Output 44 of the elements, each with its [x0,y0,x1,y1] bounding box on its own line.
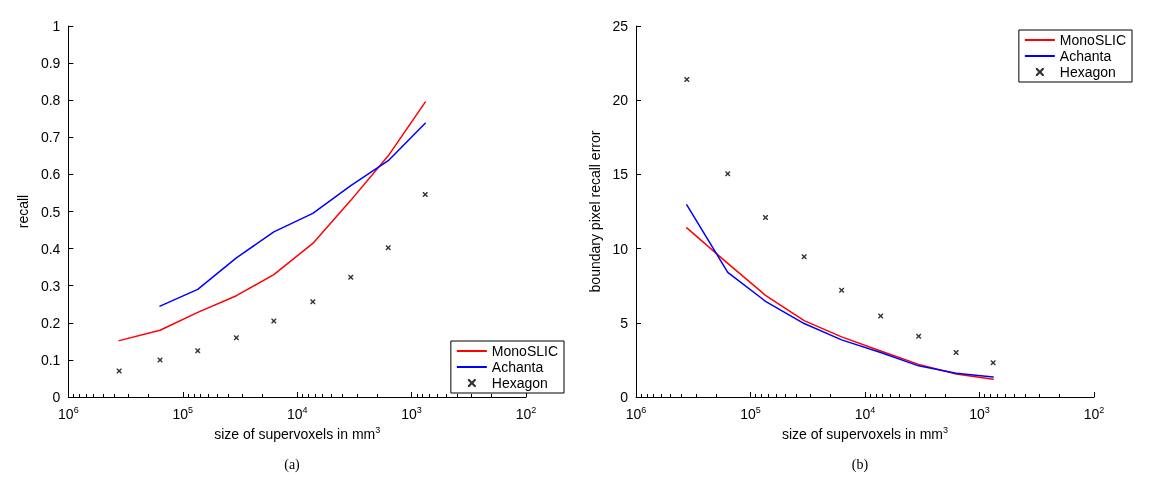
y-axis-title: recall [15,194,31,229]
y-tick-label: 0 [52,389,61,405]
point [725,171,731,177]
y-tick-label: 10 [612,240,629,257]
y-tick-label: 0.6 [40,166,61,183]
legend-label: Achanta [1059,48,1112,64]
point [348,274,354,280]
legend-label: Achanta [491,359,544,375]
legend-label: Hexagon [1059,64,1116,80]
point [762,214,768,220]
y-tick-label: 0.8 [40,92,61,109]
legend-label: MonoSLIC [491,343,559,359]
point [916,333,922,339]
y-tick-label: 25 [612,18,629,34]
point [271,318,277,324]
legend-label: Hexagon [491,375,548,391]
y-axis-title: boundary pixel recall error [586,130,603,293]
point [422,191,428,197]
y-tick-label: 0.9 [40,55,61,72]
point [310,299,316,305]
y-tick-label: 0.1 [40,351,61,368]
y-tick-label: 20 [612,92,629,109]
point [157,357,163,363]
legend-label: MonoSLIC [1059,32,1127,48]
y-tick-label: 1 [52,18,61,34]
point [839,287,845,293]
point [953,349,959,355]
line-series [159,122,426,307]
y-tick-label: 0.4 [40,240,61,257]
text: (a) [284,456,301,473]
y-tick-label: 0.5 [40,203,61,220]
y-tick-label: 15 [612,166,629,183]
text: (b) [851,456,869,473]
y-tick-label: 0 [620,389,629,405]
point [233,335,239,341]
point [801,254,807,260]
y-tick-label: 5 [620,314,629,331]
y-tick-label: 0.7 [40,129,61,146]
y-tick-label: 0.2 [40,314,61,331]
point [990,360,996,366]
point [878,313,884,319]
point [195,348,201,354]
y-tick-label: 0.3 [40,277,61,294]
point [385,245,391,251]
